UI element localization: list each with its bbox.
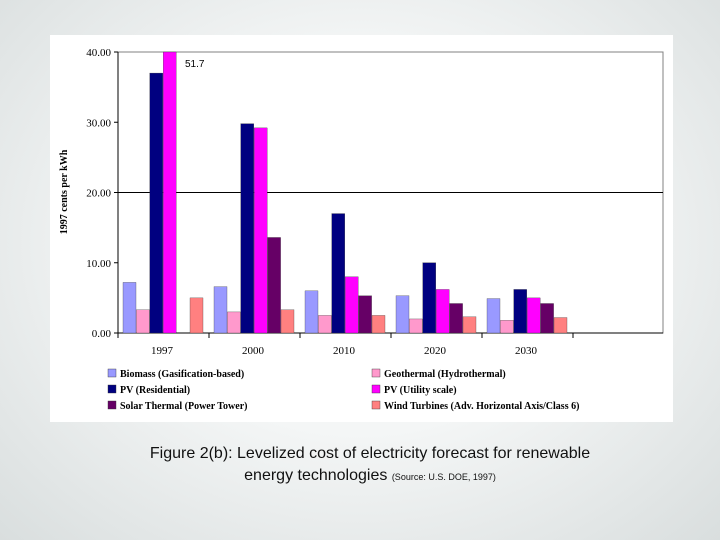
caption-source: (Source: U.S. DOE, 1997): [391, 472, 496, 482]
bar: [527, 297, 541, 334]
y-tick-label: 20.00: [86, 188, 111, 200]
x-tick-label: 1997: [151, 345, 174, 357]
bar: [227, 311, 241, 334]
bar: [513, 289, 527, 334]
bar: [371, 315, 386, 334]
bar: [345, 276, 359, 334]
caption-line-2: energy technologies (Source: U.S. DOE, 1…: [60, 465, 680, 488]
bar-annotation: 51.7: [185, 59, 205, 70]
legend-label: Biomass (Gasification-based): [120, 369, 244, 380]
x-tick-label: 2030: [515, 345, 538, 357]
x-tick-label: 2020: [424, 345, 447, 357]
bar: [136, 309, 150, 334]
bar: [318, 315, 332, 334]
bar: [500, 320, 514, 334]
bar: [449, 303, 463, 334]
y-tick-label: 0.00: [92, 328, 112, 340]
bar: [122, 282, 137, 334]
bar: [331, 213, 345, 334]
legend-label: PV (Residential): [120, 385, 190, 396]
legend-label: Solar Thermal (Power Tower): [120, 401, 248, 412]
bar: [540, 303, 554, 334]
figure-caption: Figure 2(b): Levelized cost of electrici…: [60, 443, 680, 488]
y-axis-label: 1997 cents per kWh: [59, 149, 70, 234]
bar: [280, 309, 295, 334]
bar: [213, 286, 228, 334]
legend-swatch: [107, 400, 117, 410]
bar: [149, 72, 163, 334]
bar: [395, 295, 410, 334]
bar: [409, 318, 423, 334]
caption-line-2-text: energy technologies: [244, 467, 388, 484]
bar: [422, 262, 436, 334]
x-tick-label: 2000: [242, 345, 265, 357]
y-tick-label: 30.00: [86, 117, 111, 129]
chart-panel: [50, 35, 673, 422]
bar: [267, 237, 281, 334]
bar: [254, 127, 268, 334]
caption-line-1: Figure 2(b): Levelized cost of electrici…: [149, 445, 591, 462]
x-tick-label: 2010: [333, 345, 356, 357]
bar: [553, 317, 568, 334]
bar: [462, 316, 477, 334]
y-tick-label: 10.00: [86, 258, 111, 270]
bar: [436, 289, 450, 334]
legend-swatch: [107, 368, 117, 378]
bar: [189, 297, 204, 334]
legend-label: PV (Utility scale): [384, 385, 457, 396]
bar: [304, 290, 319, 334]
bar: [240, 123, 254, 334]
bar: [486, 298, 501, 334]
bar: [358, 295, 372, 334]
legend-label: Wind Turbines (Adv. Horizontal Axis/Clas…: [384, 401, 579, 412]
legend-swatch: [371, 400, 381, 410]
legend-swatch: [107, 384, 117, 394]
legend-swatch: [371, 368, 381, 378]
legend-label: Geothermal (Hydrothermal): [384, 369, 506, 380]
bar: [163, 51, 177, 334]
legend-swatch: [371, 384, 381, 394]
y-tick-label: 40.00: [86, 47, 111, 59]
